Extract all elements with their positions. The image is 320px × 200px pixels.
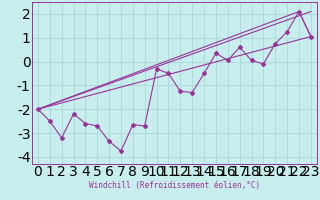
X-axis label: Windchill (Refroidissement éolien,°C): Windchill (Refroidissement éolien,°C) bbox=[89, 181, 260, 190]
